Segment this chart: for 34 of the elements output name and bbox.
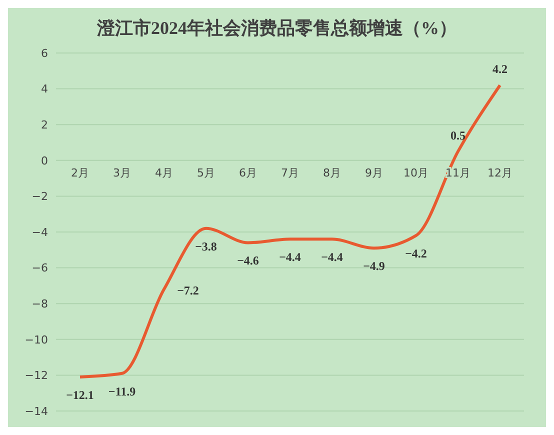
x-tick-label: 8月 (323, 166, 341, 180)
y-tick-label: −14 (24, 404, 48, 418)
y-tick-label: −4 (32, 226, 48, 239)
y-tick-label: −8 (32, 298, 48, 311)
data-label: −4.9 (363, 259, 385, 274)
data-label: 4.2 (492, 62, 508, 76)
x-tick-label: 12月 (488, 166, 512, 180)
x-tick-label: 6月 (239, 166, 257, 180)
data-label: −3.8 (195, 239, 217, 254)
data-label: −7.2 (177, 283, 199, 298)
x-tick-label: 4月 (155, 166, 173, 180)
y-tick-label: 0 (41, 154, 48, 168)
x-tick-label: 3月 (113, 166, 131, 180)
data-label: 0.5 (450, 128, 466, 142)
data-label: −4.2 (405, 246, 427, 261)
x-tick-label: 5月 (197, 166, 215, 180)
data-label: −12.1 (66, 388, 94, 402)
data-label: −4.4 (279, 250, 301, 264)
y-tick-label: 4 (41, 82, 48, 96)
y-tick-label: −10 (24, 333, 48, 346)
y-tick-label: −2 (32, 190, 48, 204)
x-tick-label: 7月 (281, 166, 299, 180)
data-label: −4.6 (237, 254, 259, 268)
y-tick-label: 2 (41, 118, 48, 132)
y-tick-label: −12 (24, 369, 48, 382)
data-label: −4.4 (321, 250, 343, 264)
line-series (78, 84, 502, 378)
chart-title: 澄江市2024年社会消费品零售总额增速（%） (96, 17, 458, 40)
data-label: −11.9 (108, 384, 136, 398)
y-tick-label: 6 (41, 46, 48, 60)
y-tick-label: −6 (32, 262, 48, 275)
x-tick-label: 2月 (71, 166, 89, 180)
x-tick-label: 10月 (404, 166, 428, 180)
x-tick-label: 9月 (365, 166, 383, 180)
